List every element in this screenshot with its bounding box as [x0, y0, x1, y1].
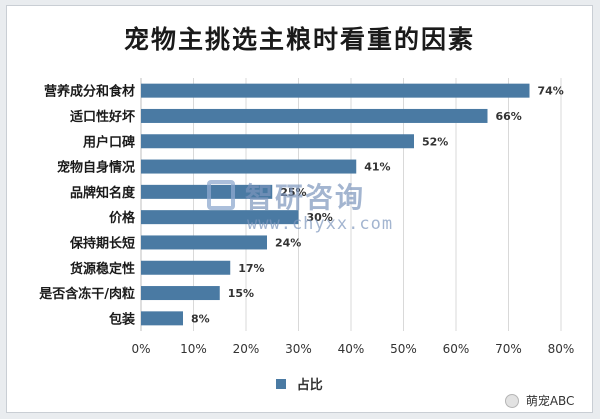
x-tick-label: 40%	[338, 342, 365, 356]
category-label: 包装	[109, 311, 135, 327]
bar	[141, 235, 267, 250]
wechat-icon	[505, 393, 519, 408]
x-tick-label: 60%	[443, 342, 470, 356]
x-tick-label: 70%	[495, 342, 522, 356]
chart-title: 宠物主挑选主粮时看重的因素	[123, 25, 475, 54]
category-label: 是否含冻干/肉粒	[38, 286, 135, 302]
data-label: 25%	[280, 186, 306, 199]
legend-label: 占比	[296, 378, 323, 393]
data-label: 17%	[238, 262, 264, 275]
x-tick-label: 0%	[131, 342, 150, 356]
category-label: 营养成分和食材	[44, 84, 135, 100]
bar	[141, 260, 231, 275]
bar	[141, 210, 299, 225]
legend-swatch	[276, 378, 287, 389]
data-label: 8%	[191, 312, 210, 325]
data-label: 41%	[364, 161, 390, 174]
bar	[141, 108, 488, 123]
category-label: 宠物自身情况	[57, 160, 135, 176]
x-tick-label: 20%	[233, 342, 260, 356]
data-label: 15%	[228, 287, 254, 300]
bar	[141, 311, 183, 326]
x-tick-label: 10%	[180, 342, 207, 356]
category-label: 保持期长短	[69, 235, 135, 251]
bar	[141, 134, 414, 149]
chart-frame: 宠物主挑选主粮时看重的因素 0% 10% 20% 30% 40% 50% 60% 70% 80%…	[6, 5, 593, 413]
x-tick-label: 50%	[390, 342, 417, 356]
category-label: 用户口碑	[82, 134, 135, 150]
data-label: 30%	[307, 211, 333, 224]
data-label: 52%	[422, 135, 448, 148]
data-label: 74%	[538, 85, 564, 98]
bar	[141, 286, 220, 301]
legend: 占比	[7, 374, 592, 393]
bar	[141, 159, 357, 174]
category-label: 价格	[109, 210, 136, 226]
bar	[141, 83, 530, 98]
x-tick-label: 80%	[548, 342, 575, 356]
category-label: 货源稳定性	[70, 261, 135, 277]
data-label: 66%	[496, 110, 522, 123]
x-tick-label: 30%	[285, 342, 312, 356]
bar-chart: 0% 10% 20% 30% 40% 50% 60% 70% 80% 营养成分和食材 74% 适口性好…	[38, 78, 575, 356]
category-label: 品牌知名度	[70, 185, 136, 201]
category-label: 适口性好坏	[70, 109, 135, 125]
badge-text: 萌宠ABC	[525, 394, 575, 408]
source-badge: 萌宠ABC	[505, 392, 574, 409]
data-label: 24%	[275, 236, 301, 249]
bar	[141, 184, 273, 199]
